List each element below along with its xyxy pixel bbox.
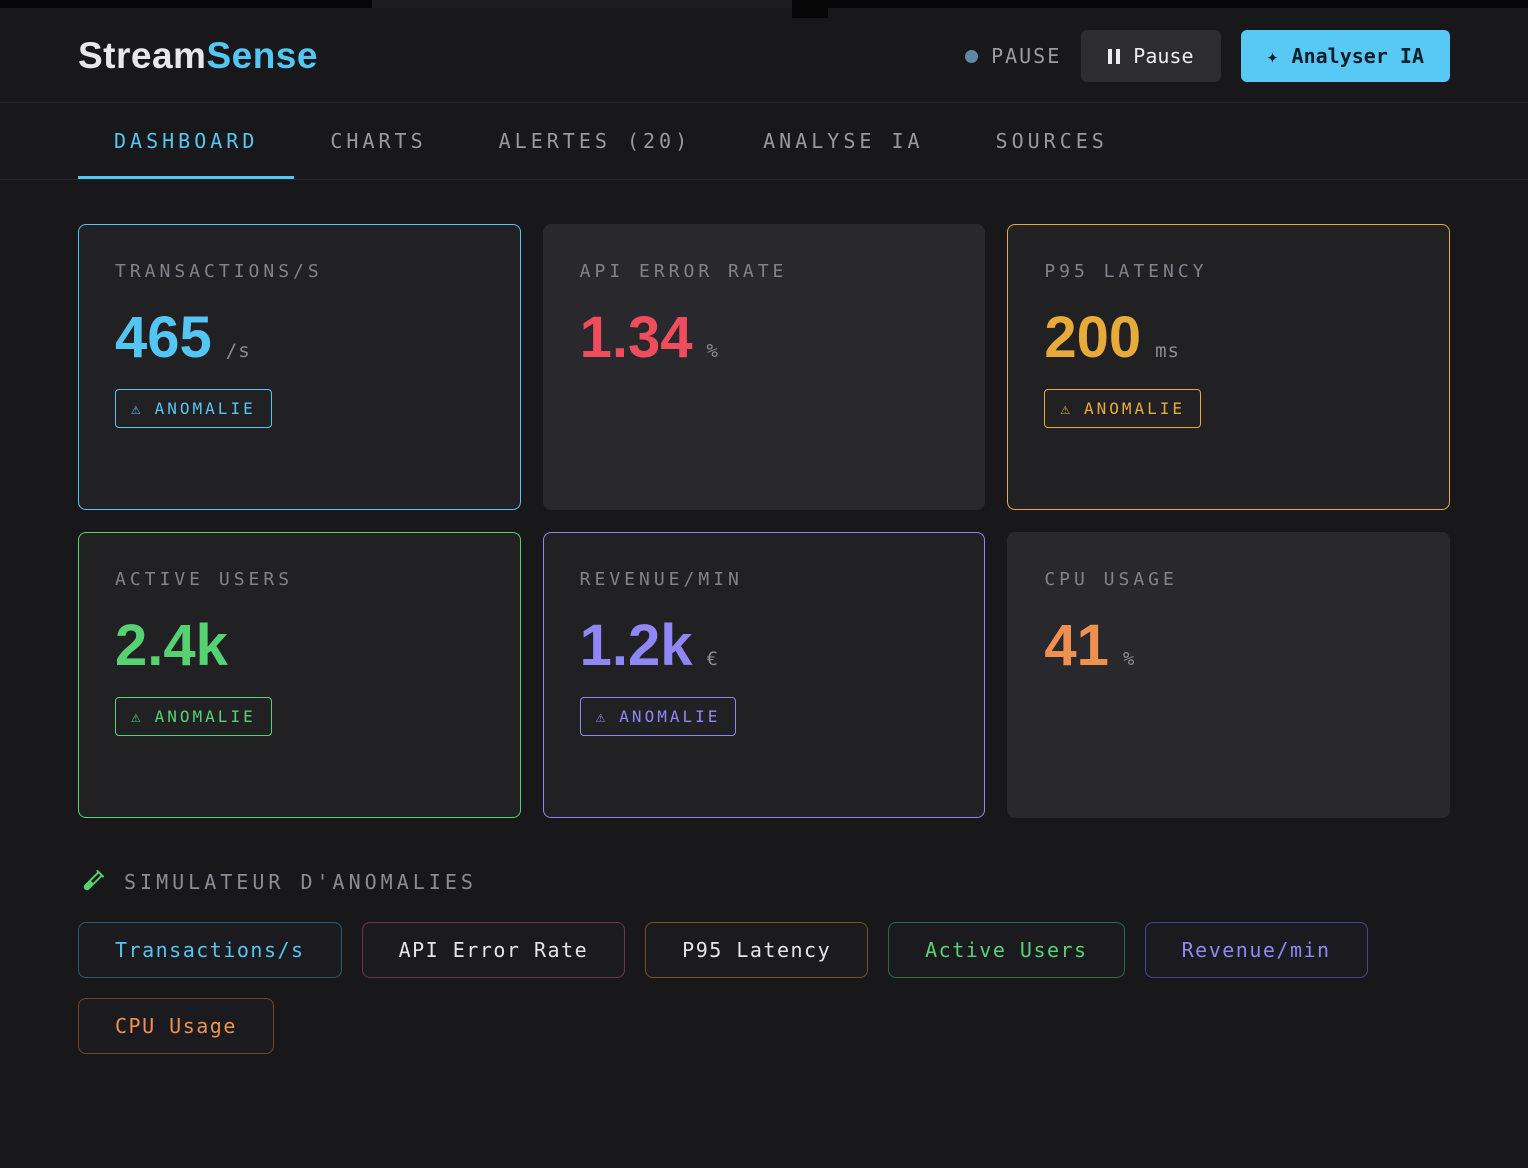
browser-edge-strip bbox=[0, 0, 1528, 18]
simulator-buttons: Transactions/s API Error Rate P95 Latenc… bbox=[78, 922, 1450, 1054]
simulate-api-error-button[interactable]: API Error Rate bbox=[361, 922, 626, 978]
simulate-transactions-button[interactable]: Transactions/s bbox=[78, 922, 342, 978]
metric-unit: ms bbox=[1155, 340, 1180, 362]
warning-icon: ⚠ bbox=[1060, 399, 1073, 418]
metric-value-row: 1.34 % bbox=[580, 304, 949, 371]
metric-value: 2.4k bbox=[115, 613, 228, 678]
anomaly-label: ANOMALIE bbox=[154, 399, 256, 418]
simulate-revenue-button[interactable]: Revenue/min bbox=[1144, 922, 1368, 978]
metric-unit: % bbox=[706, 340, 719, 362]
anomaly-badge: ⚠ ANOMALIE bbox=[579, 697, 737, 736]
metric-card-cpu-usage: CPU USAGE 41 % ⚠ ANOMALIE bbox=[1007, 532, 1450, 818]
warning-icon: ⚠ bbox=[595, 707, 609, 726]
simulate-cpu-usage-button[interactable]: CPU Usage bbox=[78, 998, 274, 1054]
simulate-p95-latency-button[interactable]: P95 Latency bbox=[645, 922, 869, 978]
metric-card-transactions: TRANSACTIONS/S 465 /s ⚠ ANOMALIE bbox=[78, 224, 521, 510]
tab-sources[interactable]: SOURCES bbox=[995, 129, 1108, 153]
tab-alertes[interactable]: ALERTES (20) bbox=[498, 129, 692, 153]
simulator-title: SIMULATEUR D'ANOMALIES bbox=[124, 870, 477, 894]
metric-value-row: 465 /s bbox=[115, 304, 484, 371]
simulate-active-users-button[interactable]: Active Users bbox=[888, 922, 1125, 978]
metric-grid: TRANSACTIONS/S 465 /s ⚠ ANOMALIE API ERR… bbox=[78, 224, 1450, 818]
logo-accent: Sense bbox=[206, 35, 318, 76]
status-label: PAUSE bbox=[991, 44, 1062, 68]
warning-icon: ⚠ bbox=[131, 399, 144, 418]
metric-card-p95-latency: P95 LATENCY 200 ms ⚠ ANOMALIE bbox=[1007, 224, 1450, 510]
metric-value: 465 bbox=[115, 305, 212, 370]
stream-status: PAUSE bbox=[965, 44, 1061, 68]
metric-title: CPU USAGE bbox=[1044, 569, 1178, 590]
anomaly-badge: ⚠ ANOMALIE bbox=[1044, 389, 1202, 428]
metric-value: 41 bbox=[1044, 613, 1109, 678]
metric-card-active-users: ACTIVE USERS 2.4k ⚠ ANOMALIE bbox=[78, 532, 521, 818]
sparkle-icon: ✦ bbox=[1266, 44, 1279, 68]
metric-card-revenue: REVENUE/MIN 1.2k € ⚠ ANOMALIE bbox=[542, 532, 986, 818]
metric-title: API ERROR RATE bbox=[579, 261, 788, 282]
metric-title: ACTIVE USERS bbox=[115, 569, 294, 590]
anomaly-label: ANOMALIE bbox=[1083, 399, 1186, 418]
anomaly-label: ANOMALIE bbox=[154, 707, 256, 726]
metric-title: TRANSACTIONS/S bbox=[115, 261, 323, 282]
metric-value: 200 bbox=[1044, 305, 1142, 370]
metric-card-api-error-rate: API ERROR RATE 1.34 % ⚠ ANOMALIE bbox=[542, 224, 986, 510]
metric-value-row: 1.2k € bbox=[580, 612, 949, 679]
pause-button[interactable]: Pause bbox=[1081, 30, 1221, 82]
test-tube-icon bbox=[83, 869, 105, 891]
anomaly-label: ANOMALIE bbox=[619, 707, 721, 726]
pause-icon bbox=[1108, 48, 1121, 64]
analyser-ia-button[interactable]: ✦ Analyser IA bbox=[1240, 30, 1450, 82]
metric-unit: /s bbox=[225, 340, 251, 362]
metric-value-row: 2.4k bbox=[115, 612, 484, 679]
tab-analyse-ia[interactable]: ANALYSE IA bbox=[763, 129, 924, 153]
metric-unit: € bbox=[706, 648, 719, 670]
metric-value-row: 41 % bbox=[1044, 612, 1413, 679]
analyser-button-label: Analyser IA bbox=[1291, 44, 1424, 68]
logo-primary: Stream bbox=[78, 35, 207, 76]
warning-icon: ⚠ bbox=[131, 707, 144, 726]
tab-dashboard[interactable]: DASHBOARD bbox=[78, 103, 295, 179]
app-logo: StreamSense bbox=[78, 35, 318, 77]
metric-value: 1.34 bbox=[579, 305, 693, 370]
metric-title: REVENUE/MIN bbox=[579, 569, 743, 590]
metric-value: 1.2k bbox=[579, 613, 693, 678]
header-actions: PAUSE Pause ✦ Analyser IA bbox=[965, 30, 1450, 82]
pause-button-label: Pause bbox=[1133, 44, 1194, 68]
browser-edge-notch bbox=[792, 8, 828, 18]
simulator-header: SIMULATEUR D'ANOMALIES bbox=[78, 868, 1450, 896]
main-nav: DASHBOARD CHARTS ALERTES (20) ANALYSE IA… bbox=[0, 102, 1528, 180]
metric-value-row: 200 ms bbox=[1044, 304, 1413, 371]
tab-charts[interactable]: CHARTS bbox=[330, 129, 427, 153]
dashboard-content: TRANSACTIONS/S 465 /s ⚠ ANOMALIE API ERR… bbox=[0, 180, 1528, 1054]
app-header: StreamSense PAUSE Pause ✦ Analyser IA bbox=[0, 8, 1528, 102]
metric-title: P95 LATENCY bbox=[1044, 261, 1208, 282]
anomaly-badge: ⚠ ANOMALIE bbox=[115, 389, 272, 428]
anomaly-badge: ⚠ ANOMALIE bbox=[115, 697, 272, 736]
status-dot-icon bbox=[965, 49, 979, 63]
metric-unit: % bbox=[1122, 648, 1136, 670]
